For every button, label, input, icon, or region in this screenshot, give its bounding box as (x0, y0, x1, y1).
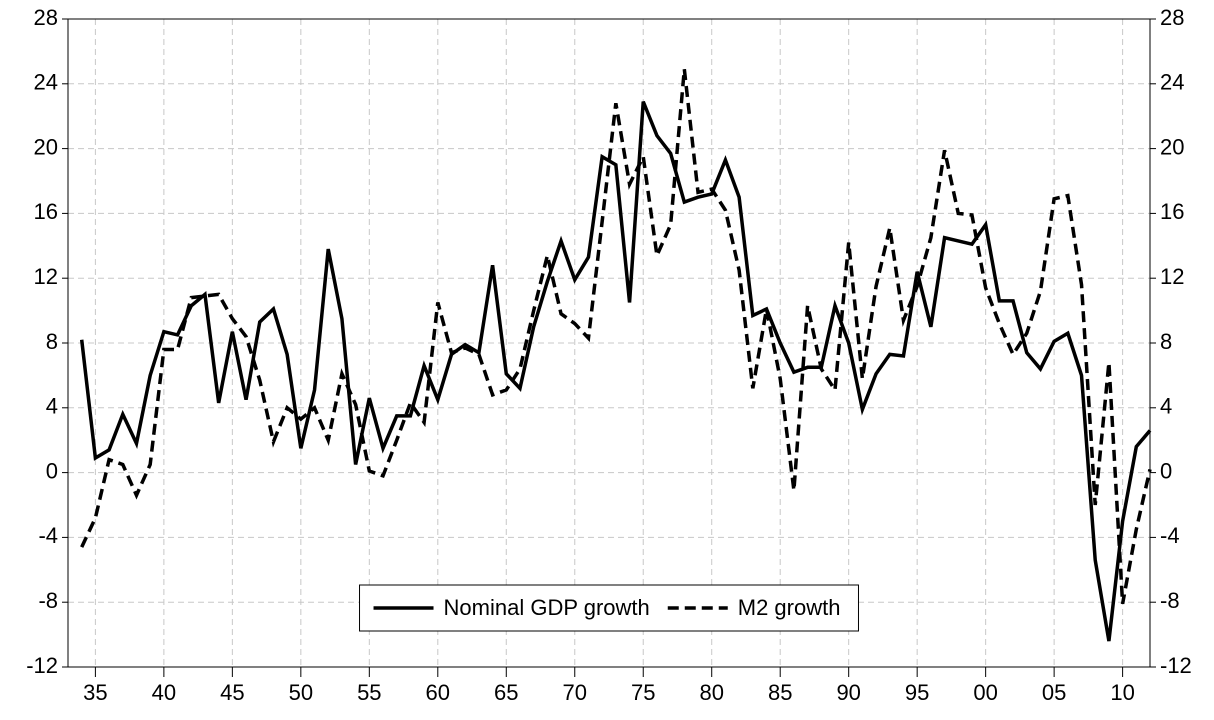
plot-frame (67, 18, 1151, 668)
series-line (80, 69, 1152, 605)
legend-label: M2 growth (738, 595, 841, 620)
legend-label: Nominal GDP growth (444, 595, 650, 620)
y-tick-label: 0 (46, 458, 58, 483)
y2-tick-label: 8 (1160, 329, 1172, 354)
legend: Nominal GDP growth M2 growth (359, 584, 859, 632)
y2-tick-label: 16 (1160, 199, 1184, 224)
y-tick-label: 28 (34, 5, 58, 30)
x-tick-label: 50 (289, 680, 313, 705)
x-tick-label: 95 (905, 680, 929, 705)
series-line (79, 100, 1152, 642)
x-tick-label: 40 (152, 680, 176, 705)
x-tick-label: 05 (1042, 680, 1066, 705)
x-tick-label: 75 (631, 680, 655, 705)
y2-tick-label: 4 (1160, 394, 1172, 419)
y-tick-label: 20 (34, 134, 58, 159)
x-tick-label: 80 (699, 680, 723, 705)
y-tick-label: 16 (34, 199, 58, 224)
y-tick-label: 12 (34, 264, 58, 289)
x-tick-label: 70 (563, 680, 587, 705)
x-tick-label: 55 (357, 680, 381, 705)
y2-tick-label: 0 (1160, 458, 1172, 483)
x-tick-label: 85 (768, 680, 792, 705)
x-tick-label: 00 (973, 680, 997, 705)
y2-tick-label: 24 (1160, 70, 1184, 95)
y2-tick-label: 12 (1160, 264, 1184, 289)
y2-tick-label: 28 (1160, 5, 1184, 30)
y-tick-label: 8 (46, 329, 58, 354)
y2-tick-label: -12 (1160, 653, 1192, 678)
x-tick-label: 35 (83, 680, 107, 705)
y-tick-label: 24 (34, 70, 58, 95)
x-tick-label: 65 (494, 680, 518, 705)
y2-tick-label: 20 (1160, 134, 1184, 159)
y-tick-label: -4 (38, 523, 58, 548)
x-tick-label: 60 (426, 680, 450, 705)
y-tick-label: -8 (38, 588, 58, 613)
x-tick-label: 10 (1110, 680, 1134, 705)
y-tick-label: -12 (26, 653, 58, 678)
legend-box (359, 584, 859, 632)
x-tick-label: 90 (836, 680, 860, 705)
y-tick-label: 4 (46, 394, 58, 419)
x-tick-label: 45 (220, 680, 244, 705)
y2-tick-label: -8 (1160, 588, 1180, 613)
y2-tick-label: -4 (1160, 523, 1180, 548)
